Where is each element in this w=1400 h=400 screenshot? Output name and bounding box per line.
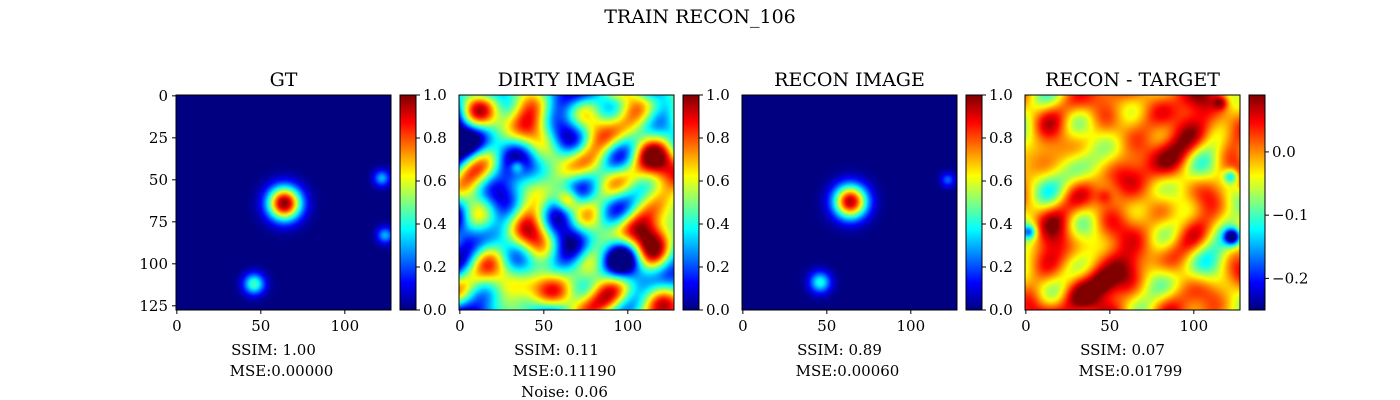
x-tick-label: 0 [172, 317, 182, 335]
colorbar-tick-label: 0.8 [989, 129, 1013, 147]
colorbar-tick-label: 0.2 [423, 258, 447, 276]
x-tick-label: 100 [330, 317, 359, 335]
x-tick-label: 50 [1100, 317, 1119, 335]
panel-1: GT 0 50 100 0 25 50 75 100 125 0.0 0.2 0.4 0.6 0.8 1.0 S… [139, 69, 447, 380]
x-tick-label: 100 [613, 317, 642, 335]
colorbar [966, 95, 982, 310]
colorbar [400, 95, 416, 310]
caption-line: SSIM: 0.11 [514, 341, 599, 359]
colorbar-tick-label: −0.1 [1272, 206, 1308, 224]
axes-frame [458, 94, 675, 311]
axes-frame [1024, 94, 1241, 311]
colorbar-tick-label: 0.6 [423, 172, 447, 190]
colorbar [683, 95, 699, 310]
x-tick-label: 50 [251, 317, 270, 335]
y-tick-label: 100 [139, 255, 168, 273]
panel-title: RECON - TARGET [1045, 69, 1220, 91]
panel-title: RECON IMAGE [774, 69, 925, 91]
x-tick-label: 100 [1179, 317, 1208, 335]
colorbar-tick-label: 1.0 [989, 86, 1013, 104]
colorbar-tick-label: 1.0 [423, 86, 447, 104]
colorbar-frame [399, 94, 417, 311]
colorbar-tick-label: 0.0 [989, 301, 1013, 319]
colorbar-frame [965, 94, 983, 311]
y-tick-label: 75 [149, 213, 168, 231]
caption-line: SSIM: 0.89 [797, 341, 882, 359]
caption-line: MSE:0.00000 [230, 362, 334, 380]
metrics-caption: SSIM: 0.07 MSE:0.01799 [1079, 341, 1183, 380]
colorbar-frame [682, 94, 700, 311]
caption-line: SSIM: 0.07 [1080, 341, 1165, 359]
panel-title: GT [270, 69, 298, 91]
panel-2: DIRTY IMAGE 0 50 100 0.0 0.2 0.4 0.6 0.8 1.0 SSIM:… [455, 69, 730, 400]
colorbar [1249, 95, 1265, 310]
colorbar-tick-label: 0.4 [423, 215, 447, 233]
x-tick-label: 100 [896, 317, 925, 335]
caption-line: SSIM: 1.00 [231, 341, 316, 359]
colorbar-tick-label: 0.0 [1272, 143, 1296, 161]
y-tick-label: 125 [139, 297, 168, 315]
colorbar-tick-label: 0.6 [989, 172, 1013, 190]
x-tick-label: 0 [738, 317, 748, 335]
heatmap-image [459, 95, 674, 310]
colorbar-tick-label: 0.2 [706, 258, 730, 276]
colorbar-tick-label: 0.4 [989, 215, 1013, 233]
metrics-caption: SSIM: 0.11 MSE:0.11190 Noise: 0.06 [513, 341, 617, 400]
heatmap-image [176, 95, 391, 310]
heatmap-image [1025, 95, 1240, 310]
colorbar-tick-label: 0.6 [706, 172, 730, 190]
x-tick-label: 0 [455, 317, 465, 335]
axes-frame [175, 94, 392, 311]
colorbar-tick-label: 0.0 [706, 301, 730, 319]
caption-line: Noise: 0.06 [521, 383, 608, 400]
colorbar-tick-label: 0.8 [706, 129, 730, 147]
panel-title: DIRTY IMAGE [498, 69, 636, 91]
metrics-caption: SSIM: 1.00 MSE:0.00000 [230, 341, 334, 380]
panels: GT 0 50 100 0 25 50 75 100 125 0.0 0.2 0.4 0.6 0.8 1.0 S… [139, 69, 1308, 400]
y-tick-label: 25 [149, 129, 168, 147]
metrics-caption: SSIM: 0.89 MSE:0.00060 [796, 341, 900, 380]
caption-line: MSE:0.01799 [1079, 362, 1183, 380]
heatmap-image [742, 95, 957, 310]
colorbar-tick-label: 0.0 [423, 301, 447, 319]
colorbar-tick-label: −0.2 [1272, 269, 1308, 287]
panel-4: RECON - TARGET 0 50 100 0.0 −0.1 −0.2 SSIM: 0.0… [1021, 69, 1308, 380]
x-tick-label: 0 [1021, 317, 1031, 335]
y-tick-label: 50 [149, 171, 168, 189]
axes-frame [741, 94, 958, 311]
colorbar-tick-label: 0.4 [706, 215, 730, 233]
x-tick-label: 50 [817, 317, 836, 335]
x-tick-label: 50 [534, 317, 553, 335]
caption-line: MSE:0.00060 [796, 362, 900, 380]
colorbar-tick-label: 0.2 [989, 258, 1013, 276]
figure-title: TRAIN RECON_106 [604, 6, 796, 28]
colorbar-frame [1248, 94, 1266, 311]
caption-line: MSE:0.11190 [513, 362, 617, 380]
panel-3: RECON IMAGE 0 50 100 0.0 0.2 0.4 0.6 0.8 1.0 SSIM:… [738, 69, 1013, 380]
colorbar-tick-label: 1.0 [706, 86, 730, 104]
y-tick-label: 0 [158, 87, 168, 105]
colorbar-tick-label: 0.8 [423, 129, 447, 147]
